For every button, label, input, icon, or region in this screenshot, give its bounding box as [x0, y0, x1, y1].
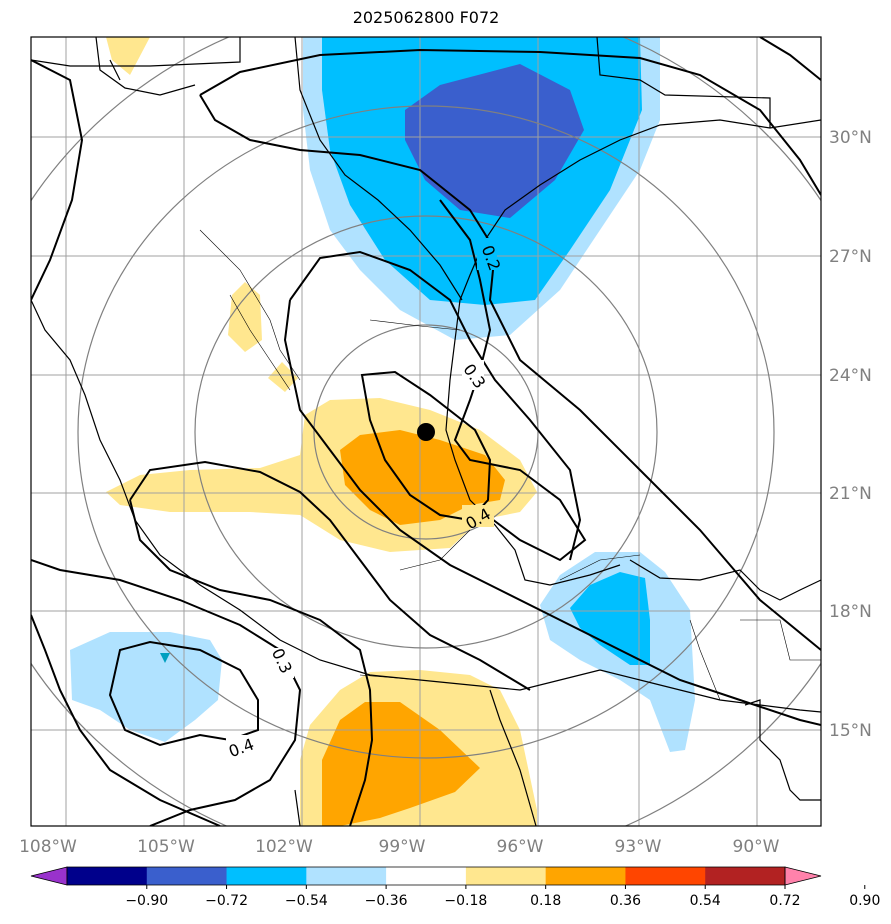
- colorbar-tick-label: −0.36: [365, 893, 408, 909]
- lat-labels: 30°N 27°N 24°N 21°N 18°N 15°N: [829, 128, 872, 741]
- center-marker: [417, 423, 435, 441]
- lon-label: 96°W: [497, 837, 544, 857]
- fill-dark-blue-north: [405, 64, 584, 218]
- lon-labels: 108°W 105°W 102°W 99°W 96°W 93°W 90°W: [19, 837, 780, 857]
- colorbar-extend-low: [30, 866, 68, 886]
- fill-yellow-patch-1: [228, 282, 262, 352]
- contour-0.2: [439, 199, 587, 562]
- lon-label: 90°W: [733, 837, 780, 857]
- map-area: [31, 37, 821, 826]
- fill-light-blue-sw: [70, 632, 222, 742]
- contour-north-loop: [199, 48, 821, 196]
- lat-label: 21°N: [829, 484, 872, 504]
- lon-label: 99°W: [379, 837, 426, 857]
- colorbar-tick-label: −0.90: [125, 893, 168, 909]
- fill-yellow-patch-2: [268, 362, 298, 392]
- colorbar-segment: [545, 867, 626, 885]
- lon-label: 108°W: [19, 837, 77, 857]
- colorbar-segment: [67, 867, 148, 885]
- fill-orange-south: [322, 702, 480, 826]
- borders: [199, 229, 821, 701]
- colorbar-segment: [465, 867, 547, 885]
- colorbar-tick-label: −0.72: [205, 893, 248, 909]
- colorbar-tick-label: 0.36: [610, 893, 641, 909]
- lat-label: 27°N: [829, 247, 872, 267]
- contour-0.3-central: [289, 250, 582, 561]
- lat-label: 18°N: [829, 602, 872, 622]
- colorbar-tick-label: −0.54: [285, 893, 328, 909]
- graticule: [31, 37, 821, 826]
- colorbar-segment: [386, 867, 467, 885]
- contour-labels: 0.2 0.3 0.4 0.3 0.4: [226, 238, 504, 761]
- colorbar-segment: [306, 867, 387, 885]
- fill-blue-se: [570, 572, 650, 665]
- colorbar-segment: [625, 867, 706, 885]
- colorbar-tick-label: 0.18: [530, 893, 561, 909]
- range-rings: [31, 37, 821, 826]
- fill-yellow-top: [106, 37, 150, 75]
- lon-label: 102°W: [255, 837, 313, 857]
- colorbar-segment: [146, 867, 228, 885]
- map-frame: [30, 36, 822, 827]
- colorbar-tick-label: −0.18: [444, 893, 487, 909]
- fill-orange-central: [340, 430, 505, 525]
- colorbar-segment: [705, 867, 786, 885]
- colorbar: −0.90 −0.72 −0.54 −0.36 −0.18 0.18 0.36 0.54 0.7…: [30, 866, 880, 909]
- lat-label: 30°N: [829, 128, 872, 148]
- lon-label: 93°W: [615, 837, 662, 857]
- colorbar-segment: [226, 867, 307, 885]
- lat-label: 15°N: [829, 721, 872, 741]
- map-title: 2025062800 F072: [352, 8, 500, 27]
- small-triangle-marker: [160, 653, 170, 663]
- colorbar-tick-label: 0.54: [690, 893, 721, 909]
- colorbar-extend-high: [784, 866, 822, 886]
- colorbar-tick-label: 0.72: [769, 893, 800, 909]
- lat-label: 24°N: [829, 366, 872, 386]
- lon-label: 105°W: [137, 837, 195, 857]
- colorbar-tick-label: 0.90: [849, 893, 880, 909]
- contour-west-outer: [31, 59, 84, 301]
